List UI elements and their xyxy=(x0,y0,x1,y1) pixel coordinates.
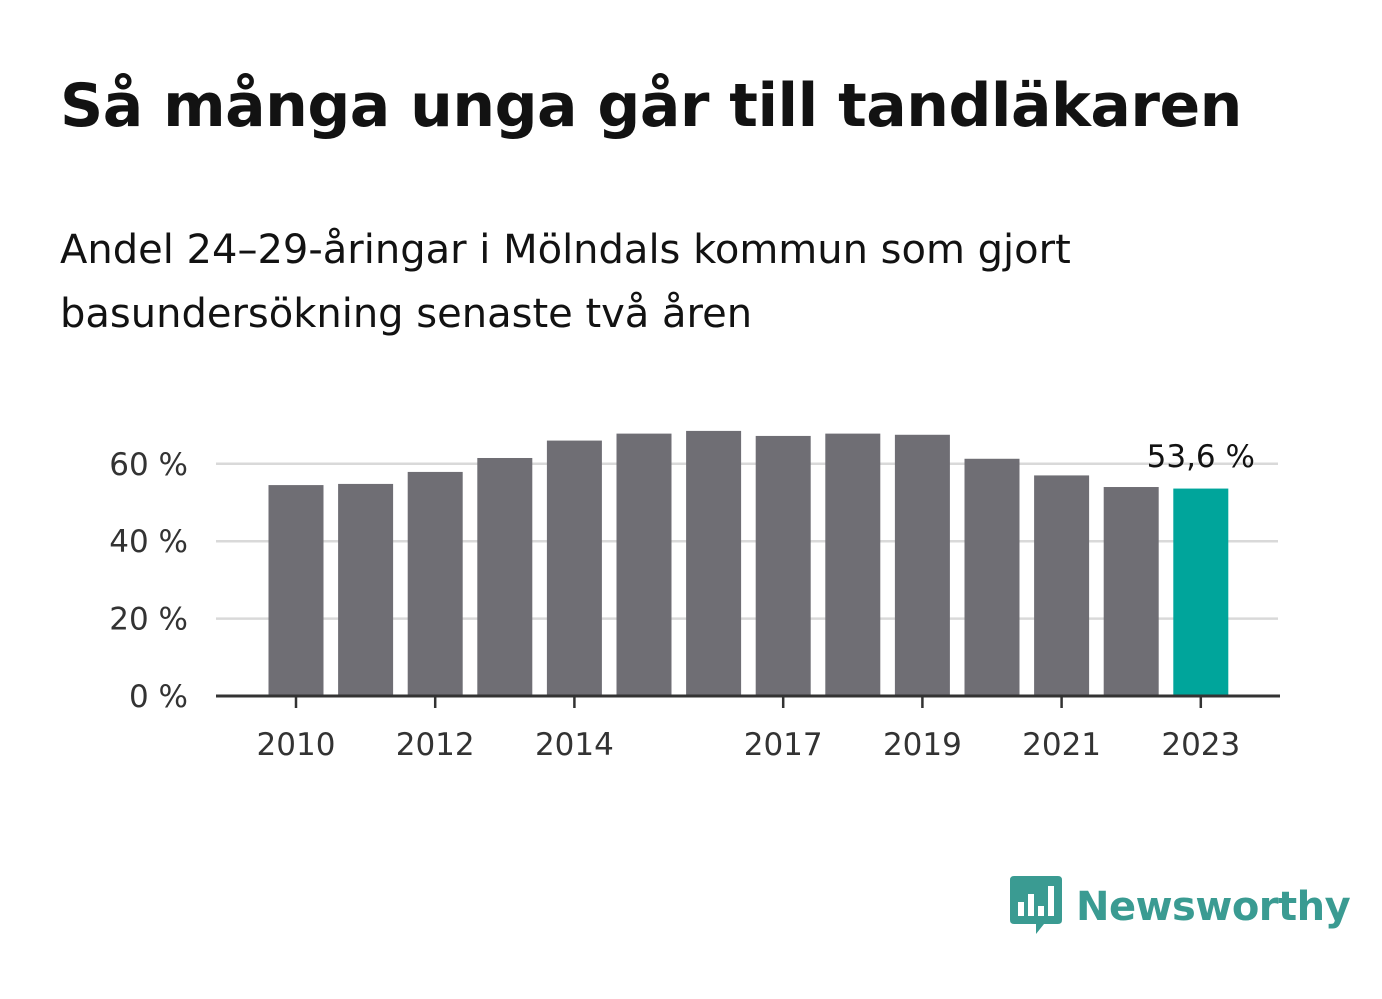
x-tick-label: 2019 xyxy=(883,727,962,763)
y-tick-label: 60 % xyxy=(109,447,188,483)
bar-2022 xyxy=(1103,487,1159,696)
bar-2013 xyxy=(477,457,533,696)
x-tick-label: 2014 xyxy=(535,727,614,763)
y-axis-labels: 0 % 20 % 40 % 60 % xyxy=(109,447,188,715)
x-axis-ticks: 2010 2012 2014 2017 2019 2021 2023 xyxy=(257,696,1240,763)
bars xyxy=(268,430,1229,696)
bar-2021 xyxy=(1034,475,1090,696)
brand-name: Newsworthy xyxy=(1076,884,1351,930)
bar-2011 xyxy=(338,483,394,696)
bar-2016 xyxy=(686,430,742,696)
bar-2018 xyxy=(825,433,881,696)
bar-2014 xyxy=(546,440,602,696)
x-tick-label: 2023 xyxy=(1161,727,1240,763)
data-labels: 53,6 % xyxy=(1147,439,1255,475)
x-tick-label: 2017 xyxy=(744,727,823,763)
bar-chart: 0 % 20 % 40 % 60 % 2010 2012 2014 2017 2019 2021… xyxy=(109,430,1280,763)
bar-2019 xyxy=(894,434,950,696)
newsworthy-logo: Newsworthy xyxy=(1010,876,1351,938)
bar-2023 xyxy=(1173,488,1229,696)
chart-subtitle: Andel 24–29-åringar i Mölndals kommun so… xyxy=(60,227,1071,337)
bar-2012 xyxy=(407,471,463,696)
chart-title: Så många unga går till tandläkaren xyxy=(60,71,1242,141)
x-tick-label: 2021 xyxy=(1022,727,1101,763)
bar-2015 xyxy=(616,433,672,696)
bar-chart-speech-bubble-icon xyxy=(1010,876,1062,934)
y-tick-label: 40 % xyxy=(109,524,188,560)
x-tick-label: 2010 xyxy=(257,727,336,763)
y-tick-label: 0 % xyxy=(129,679,188,715)
data-label-2023: 53,6 % xyxy=(1147,439,1255,475)
y-tick-label: 20 % xyxy=(109,602,188,638)
bar-2017 xyxy=(755,435,811,696)
bar-2020 xyxy=(964,458,1020,696)
x-tick-label: 2012 xyxy=(396,727,475,763)
bar-2010 xyxy=(268,485,324,696)
